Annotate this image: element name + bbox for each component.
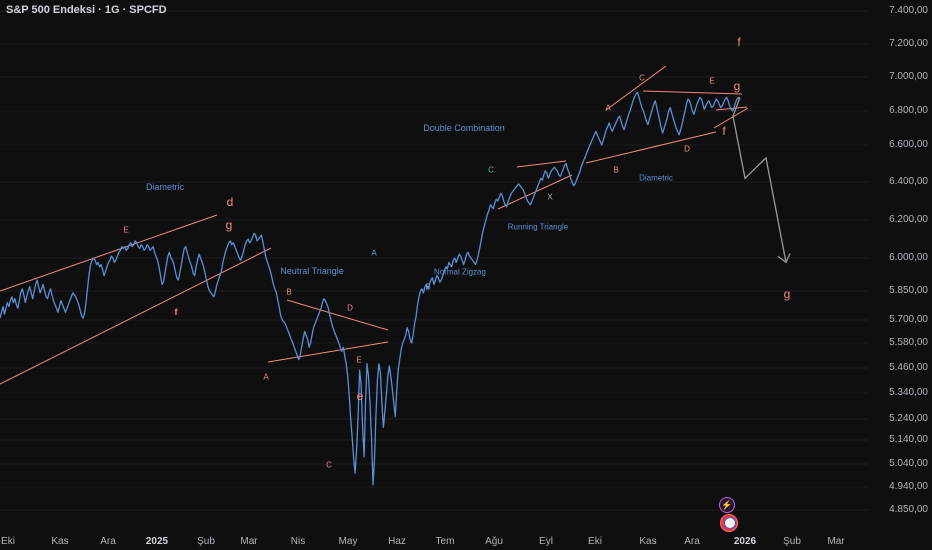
wave-label: E (356, 355, 362, 365)
price-tick-label: 4.850,00 (889, 504, 928, 515)
wave-label: Diametric (639, 173, 673, 183)
time-tick-label: Şub (197, 536, 215, 547)
price-tick-label: 5.460,00 (889, 362, 928, 373)
wave-label: A (263, 372, 269, 382)
us-flag-inner (724, 517, 736, 529)
wave-label: Double Combination (423, 123, 505, 133)
price-tick-label: 4.940,00 (889, 481, 928, 492)
trendline[interactable] (516, 160, 567, 168)
price-tick-label: 6.600,00 (889, 139, 928, 150)
price-tick-label: 6.200,00 (889, 214, 928, 225)
trendlines (0, 65, 749, 385)
wave-label: E (123, 225, 129, 235)
wave-label: e (356, 389, 364, 403)
wave-label: D (684, 144, 690, 154)
time-tick-label: 2026 (733, 536, 757, 547)
wave-label: Running Triangle (507, 222, 569, 232)
time-tick-label: Haz (388, 536, 406, 547)
time-tick-label: 2025 (145, 536, 169, 547)
price-tick-label: 5.700,00 (889, 314, 928, 325)
wave-label: A (371, 248, 377, 258)
chart-grid (0, 10, 868, 511)
price-tick-label: 6.400,00 (889, 176, 928, 187)
wave-label: d (226, 195, 234, 209)
wave-label: C (639, 73, 645, 83)
wave-label: Neutral Triangle (280, 266, 344, 276)
wave-label: X (547, 192, 553, 202)
price-tick-label: 5.140,00 (889, 434, 928, 445)
time-tick-label: Eyl (539, 536, 553, 547)
wave-label: g (225, 218, 233, 232)
price-tick-label: 7.200,00 (889, 38, 928, 49)
wave-label: f (737, 35, 741, 49)
wave-label: D (347, 303, 353, 313)
wave-label: B (286, 287, 292, 297)
price-tick-label: 6.000,00 (889, 252, 928, 263)
time-tick-label: Eki (588, 536, 602, 547)
trendline[interactable] (267, 341, 389, 363)
projection-arrowhead (777, 253, 791, 264)
wave-label: B (613, 165, 619, 175)
wave-label: f (174, 307, 178, 317)
time-tick-label: Ara (684, 536, 700, 547)
wave-label: g (733, 79, 741, 93)
price-tick-label: 6.800,00 (889, 105, 928, 116)
trendline[interactable] (713, 107, 749, 129)
wave-label: B (425, 282, 431, 292)
wave-label: Normal Zigzag (433, 267, 487, 277)
time-tick-label: Mar (827, 536, 845, 547)
chart-title: S&P 500 Endeksi · 1G · SPCFD (6, 4, 167, 16)
trendline[interactable] (0, 247, 272, 385)
time-tick-label: Ara (100, 536, 116, 547)
trendline[interactable] (286, 299, 389, 331)
time-tick-label: Kas (51, 536, 69, 547)
trendline[interactable] (715, 106, 748, 111)
wave-label: Diametric (145, 182, 185, 192)
lightning-icon[interactable]: ⚡ (719, 497, 735, 513)
wave-label: C (326, 460, 332, 470)
trendline[interactable] (0, 214, 218, 292)
time-tick-label: Ağu (485, 536, 503, 547)
price-tick-label: 5.240,00 (889, 413, 928, 424)
time-tick-label: Nis (290, 536, 306, 547)
price-tick-label: 5.580,00 (889, 337, 928, 348)
wave-label: f (722, 124, 726, 138)
time-tick-label: Mar (240, 536, 258, 547)
price-tick-label: 5.040,00 (889, 458, 928, 469)
wave-label: A (605, 103, 611, 113)
time-tick-label: Kas (639, 536, 657, 547)
time-tick-label: Şub (783, 536, 801, 547)
time-tick-label: Eki (1, 536, 15, 547)
trendline[interactable] (642, 90, 743, 95)
price-tick-label: 7.400,00 (889, 5, 928, 16)
time-tick-label: May (338, 536, 358, 547)
wave-label: g (783, 287, 791, 301)
wave-label: C (488, 165, 494, 175)
trendline[interactable] (605, 65, 667, 111)
price-tick-label: 5.850,00 (889, 285, 928, 296)
time-tick-label: Tem (435, 536, 455, 547)
price-series-line (0, 91, 741, 486)
wave-label: E (709, 76, 715, 86)
trendline[interactable] (585, 131, 717, 164)
price-tick-label: 5.340,00 (889, 387, 928, 398)
projection-path (732, 97, 787, 263)
price-tick-label: 7.000,00 (889, 71, 928, 82)
